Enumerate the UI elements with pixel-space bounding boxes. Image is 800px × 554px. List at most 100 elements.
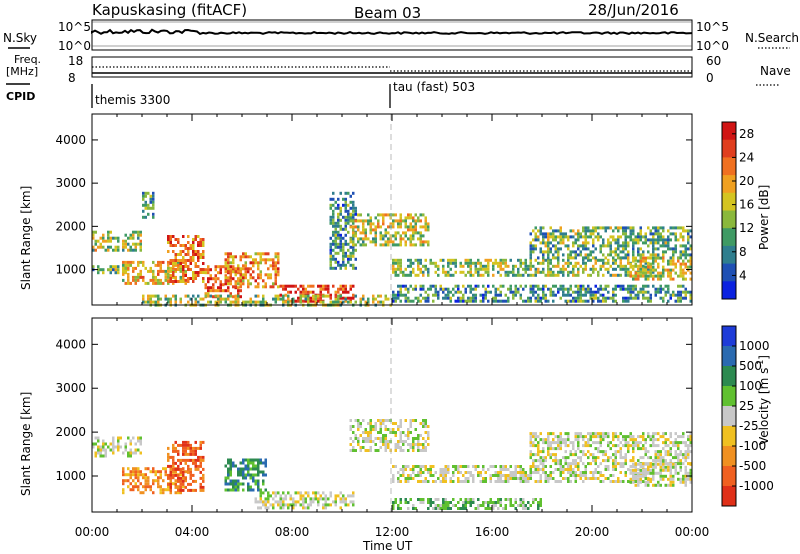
vel-cell-f8 xyxy=(667,453,670,457)
vel-cell-f6 xyxy=(569,471,572,474)
freq-tick-bottom-left: 8 xyxy=(68,71,76,85)
power-cell-f11 xyxy=(447,261,450,265)
power-cell-f12 xyxy=(432,293,435,297)
vel-cell-f5 xyxy=(419,422,422,425)
power-cell-f12 xyxy=(482,296,485,300)
power-cell-f12 xyxy=(674,299,677,303)
power-cell-f4 xyxy=(197,271,200,274)
vel-cell-f8 xyxy=(682,441,685,445)
power-cell-f11 xyxy=(567,261,570,265)
freq-label-line2: [MHz] xyxy=(6,65,38,78)
vel-cell-f6 xyxy=(639,465,642,468)
vel-cell-f8 xyxy=(529,432,532,436)
vel-cell-f8 xyxy=(529,453,532,457)
power-cell-f2 xyxy=(127,278,130,282)
vel-cell-f8 xyxy=(547,432,550,436)
power-cell-f6 xyxy=(269,285,272,289)
power-cell-f11 xyxy=(594,261,597,265)
power-cell-f11 xyxy=(584,261,587,265)
vel-cell-f2 xyxy=(187,446,190,450)
vel-cell-f7 xyxy=(464,504,467,507)
power-cell-f12 xyxy=(647,290,650,294)
power-cell-f7 xyxy=(327,290,330,294)
power-cell-f0 xyxy=(132,230,135,234)
vel-cell-f7 xyxy=(497,507,500,510)
power-cell-f11 xyxy=(554,273,557,277)
vel-cell-f4 xyxy=(322,503,325,507)
vel-cell-f6 xyxy=(467,480,470,483)
power-cell-f7 xyxy=(304,299,307,303)
vel-cell-f5 xyxy=(394,431,397,434)
power-cell-f12 xyxy=(404,293,407,297)
power-cell-f2 xyxy=(124,260,127,264)
vel-cell-f6 xyxy=(577,474,580,477)
power-cell-f11 xyxy=(612,261,615,265)
vel-cell-f3 xyxy=(227,461,230,465)
power-cell-f6 xyxy=(259,270,262,274)
power-cell-f12 xyxy=(407,296,410,300)
vel-cell-f0 xyxy=(139,451,142,455)
power-cell-f11 xyxy=(542,258,545,262)
power-cell-f12 xyxy=(627,290,630,294)
power-cell-f11 xyxy=(639,270,642,274)
vel-cell-f8 xyxy=(634,441,637,445)
nave-tick-bottom-right: 0 xyxy=(706,71,714,85)
power-cell-f6 xyxy=(249,282,252,286)
power-cell-f11 xyxy=(442,258,445,262)
power-cell-f12 xyxy=(684,290,687,294)
vel-cell-f6 xyxy=(522,468,525,471)
power-cell-f9 xyxy=(342,197,345,201)
power-cell-f13 xyxy=(534,232,537,236)
vel-cell-f8 xyxy=(574,450,577,454)
power-cell-f10 xyxy=(414,222,417,226)
vel-cell-f2 xyxy=(184,452,187,456)
vel-cell-f9 xyxy=(639,480,642,484)
vel-cell-f6 xyxy=(407,477,410,480)
power-cell-f12 xyxy=(612,290,615,294)
vel-cell-f5 xyxy=(399,437,402,440)
vel-cell-f6 xyxy=(452,465,455,468)
power-cell-f4 xyxy=(194,250,197,253)
power-cell-f11 xyxy=(582,258,585,262)
vel-cell-f8 xyxy=(677,453,680,457)
vel-cell-f8 xyxy=(664,441,667,445)
power-cell-f12 xyxy=(427,287,430,291)
power-cell-f2 xyxy=(147,269,150,273)
power-cell-f12 xyxy=(529,299,532,303)
vel-cell-f6 xyxy=(457,471,460,474)
vel-cell-f6 xyxy=(502,480,505,483)
vel-cell-f2 xyxy=(169,488,172,492)
power-cell-f14 xyxy=(667,262,670,266)
vel-cell-f0 xyxy=(102,445,105,449)
power-cell-f0 xyxy=(139,248,142,252)
power-cell-f14 xyxy=(664,268,667,272)
power-cell-f8 xyxy=(149,300,152,304)
power-cell-f0 xyxy=(107,236,110,240)
vel-cell-f9 xyxy=(634,483,637,487)
vel-cell-f7 xyxy=(444,504,447,507)
vel-cell-f8 xyxy=(587,441,590,445)
power-cell-f11 xyxy=(512,267,515,271)
power-cell-f13 xyxy=(569,250,572,254)
vel-cell-f0 xyxy=(119,445,122,449)
power-cell-f12 xyxy=(489,290,492,294)
power-cell-f13 xyxy=(582,226,585,230)
power-cell-f13 xyxy=(687,235,690,239)
vel-cell-f8 xyxy=(554,459,557,463)
power-cell-f9 xyxy=(329,260,332,264)
power-cell-f13 xyxy=(659,235,662,239)
vel-cell-f8 xyxy=(622,435,625,439)
power-cell-f5 xyxy=(207,277,210,281)
power-cell-f14 xyxy=(672,268,675,272)
vel-cell-f4 xyxy=(292,497,295,501)
power-cell-f13 xyxy=(617,247,620,251)
vel-cell-f8 xyxy=(689,441,692,445)
power-cell-f11 xyxy=(467,264,470,268)
power-colorbar-swatch xyxy=(722,192,736,211)
vel-cell-f6 xyxy=(502,465,505,468)
power-cell-f11 xyxy=(582,261,585,265)
vel-cell-f7 xyxy=(482,504,485,507)
vel-cell-f8 xyxy=(572,462,575,466)
vel-cell-f4 xyxy=(304,506,307,510)
power-cell-f11 xyxy=(537,261,540,265)
